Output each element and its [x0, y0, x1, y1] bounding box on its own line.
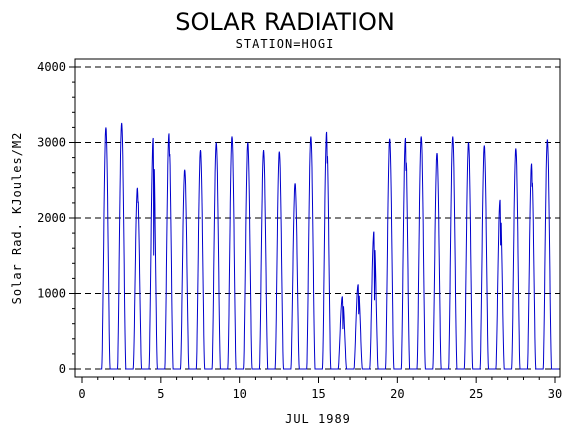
y-axis: 0 1000 2000 3000 4000 — [37, 60, 75, 376]
y-axis-label: Solar Rad. KJoules/M2 — [10, 132, 24, 305]
y-tick-label: 4000 — [37, 60, 66, 74]
x-tick-label: 25 — [469, 387, 483, 401]
chart-subtitle: STATION=HOGI — [236, 37, 335, 51]
x-axis: 0 5 10 15 20 25 30 — [78, 377, 562, 401]
chart-title: SOLAR RADIATION — [175, 8, 395, 36]
x-tick-label: 10 — [232, 387, 246, 401]
y-tick-label: 3000 — [37, 136, 66, 150]
y-tick-label: 2000 — [37, 211, 66, 225]
x-tick-label: 30 — [548, 387, 562, 401]
series-line — [100, 122, 559, 370]
x-tick-label: 15 — [311, 387, 325, 401]
x-tick-label: 5 — [157, 387, 164, 401]
y-tick-label: 1000 — [37, 287, 66, 301]
series-layer — [100, 122, 559, 370]
x-tick-label: 20 — [390, 387, 404, 401]
x-tick-label: 0 — [78, 387, 85, 401]
x-axis-label: JUL 1989 — [285, 412, 351, 426]
y-tick-label: 0 — [59, 362, 66, 376]
